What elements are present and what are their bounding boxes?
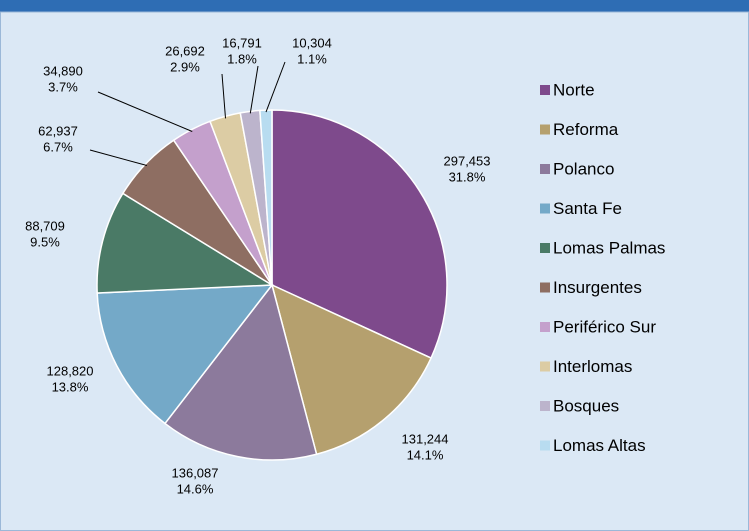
- legend-label: Lomas Altas: [553, 436, 646, 455]
- legend-swatch: [540, 203, 550, 214]
- legend-swatch: [540, 124, 550, 135]
- legend-label: Interlomas: [553, 357, 632, 376]
- legend-swatch: [540, 164, 550, 174]
- legend-swatch: [540, 401, 550, 411]
- legend-swatch: [540, 85, 550, 95]
- legend-label: Periférico Sur: [553, 317, 656, 336]
- data-label: 136,087: [172, 465, 219, 480]
- pie-slice: [163, 283, 318, 461]
- data-label: 10,304: [292, 35, 332, 50]
- data-label-percent: 1.8%: [227, 51, 257, 66]
- data-label-percent: 3.7%: [48, 79, 78, 94]
- legend-label: Polanco: [553, 159, 614, 178]
- legend-label: Bosques: [553, 396, 619, 415]
- pie-slice: [270, 283, 433, 456]
- top-bar: [0, 0, 749, 12]
- data-label: 128,820: [47, 363, 94, 378]
- data-label-percent: 6.7%: [43, 139, 73, 154]
- legend-swatch: [540, 361, 550, 372]
- data-label-percent: 13.8%: [52, 379, 89, 394]
- leader-line: [97, 91, 193, 132]
- legend-swatch: [540, 243, 550, 253]
- data-label: 26,692: [165, 43, 205, 58]
- data-label-percent: 31.8%: [449, 169, 486, 184]
- legend-swatch: [540, 440, 550, 451]
- legend-label: Insurgentes: [553, 278, 642, 297]
- data-label-percent: 2.9%: [170, 59, 200, 74]
- legend-swatch: [540, 282, 550, 293]
- data-label: 16,791: [222, 35, 262, 50]
- data-label: 131,244: [402, 431, 449, 446]
- legend-label: Norte: [553, 80, 595, 99]
- pie-slice: [96, 192, 275, 294]
- data-label: 62,937: [38, 123, 78, 138]
- data-label-percent: 1.1%: [297, 51, 327, 66]
- legend-label: Santa Fe: [553, 199, 622, 218]
- leader-line: [265, 61, 286, 113]
- leader-line: [221, 73, 227, 119]
- data-label-percent: 14.1%: [407, 447, 444, 462]
- legend-label: Lomas Palmas: [553, 238, 665, 257]
- data-label-percent: 14.6%: [177, 481, 214, 496]
- data-label: 34,890: [43, 63, 83, 78]
- legend-swatch: [540, 322, 550, 332]
- data-label: 88,709: [25, 218, 65, 233]
- data-label: 297,453: [444, 153, 491, 168]
- legend-label: Reforma: [553, 120, 619, 139]
- pie-slice: [271, 109, 448, 360]
- pie-slice: [259, 109, 273, 286]
- leader-line: [249, 65, 259, 114]
- pie-slice: [96, 284, 274, 425]
- leader-line: [89, 149, 148, 166]
- data-label-percent: 9.5%: [30, 234, 60, 249]
